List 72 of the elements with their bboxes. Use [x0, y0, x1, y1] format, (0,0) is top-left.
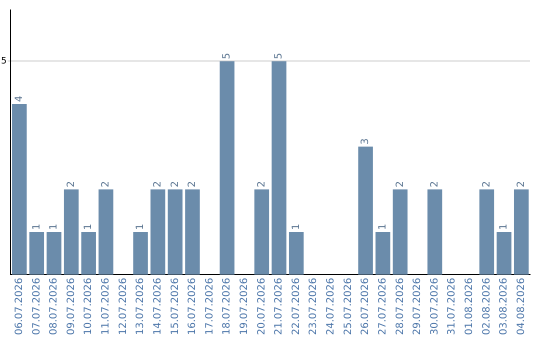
data-label: 1	[498, 224, 510, 230]
x-tick-label: 25.07.2026	[342, 278, 354, 336]
x-tick-label: 18.07.2026	[222, 278, 233, 336]
bar	[514, 189, 529, 275]
x-tick-label: 10.07.2026	[83, 278, 94, 336]
data-label: 2	[256, 180, 268, 188]
x-tick-label: 07.07.2026	[31, 278, 42, 336]
x-tick-label: 28.07.2026	[394, 278, 406, 336]
x-tick-label: 21.07.2026	[274, 278, 285, 336]
bar	[185, 189, 200, 275]
data-label: 1	[290, 224, 302, 230]
data-label: 1	[135, 224, 146, 230]
x-tick-label: 19.07.2026	[238, 278, 250, 336]
x-tick-label: 23.07.2026	[308, 278, 320, 336]
x-tick-label: 11.07.2026	[100, 278, 112, 336]
bar	[46, 232, 62, 275]
x-tick-label: 27.07.2026	[377, 278, 388, 336]
bar	[288, 232, 304, 275]
bar	[427, 189, 442, 275]
data-label: 2	[394, 180, 406, 188]
bar	[496, 232, 512, 275]
x-tick-label: 04.08.2026	[516, 278, 527, 336]
bar	[272, 61, 286, 275]
bar	[133, 232, 148, 275]
x-tick-label: 02.08.2026	[481, 278, 492, 336]
x-tick-label: 03.08.2026	[498, 278, 510, 336]
x-tick-label: 06.07.2026	[14, 278, 25, 336]
bar	[81, 232, 96, 275]
data-label: 2	[429, 180, 440, 188]
x-tick-label: 30.07.2026	[429, 278, 440, 336]
bar	[12, 104, 27, 275]
x-tick-label: 31.07.2026	[446, 278, 458, 336]
bar	[392, 189, 408, 275]
x-tick-label: 09.07.2026	[66, 278, 77, 336]
x-tick-label: 24.07.2026	[326, 278, 337, 336]
x-tick-label: 15.07.2026	[170, 278, 181, 336]
data-label: 4	[14, 96, 25, 102]
data-label: 2	[187, 180, 198, 188]
x-tick-label: 22.07.2026	[290, 278, 302, 336]
data-label: 2	[516, 180, 527, 188]
data-label: 1	[377, 224, 388, 230]
x-tick-label: 16.07.2026	[187, 278, 198, 336]
data-label: 2	[100, 180, 112, 188]
data-label: 1	[48, 224, 60, 230]
x-tick-label: 12.07.2026	[118, 278, 129, 336]
data-label: 2	[66, 180, 77, 188]
x-tick-label: 08.07.2026	[48, 278, 60, 336]
x-tick-label: 29.07.2026	[412, 278, 424, 336]
x-tick-label: 20.07.2026	[256, 278, 268, 336]
data-label: 2	[481, 180, 492, 188]
x-tick-label: 01.08.2026	[464, 278, 476, 336]
data-label: 5	[274, 52, 285, 60]
data-label: 1	[83, 224, 94, 230]
x-tick-label: 26.07.2026	[360, 278, 372, 336]
bar	[376, 232, 390, 275]
bar	[168, 189, 183, 275]
bar	[64, 189, 79, 275]
x-tick-label: 13.07.2026	[135, 278, 146, 336]
bar	[358, 146, 373, 275]
data-label: 3	[360, 138, 372, 145]
data-label: 5	[222, 52, 233, 60]
bar	[29, 232, 44, 275]
data-label: 2	[170, 180, 181, 188]
data-label: 1	[31, 224, 42, 230]
bar	[150, 189, 166, 275]
bar	[254, 189, 270, 275]
bar	[98, 189, 114, 275]
x-tick-label: 17.07.2026	[204, 278, 216, 336]
x-tick-label: 14.07.2026	[152, 278, 164, 336]
bar	[479, 189, 494, 275]
bar	[220, 61, 234, 275]
data-label: 2	[152, 180, 164, 188]
